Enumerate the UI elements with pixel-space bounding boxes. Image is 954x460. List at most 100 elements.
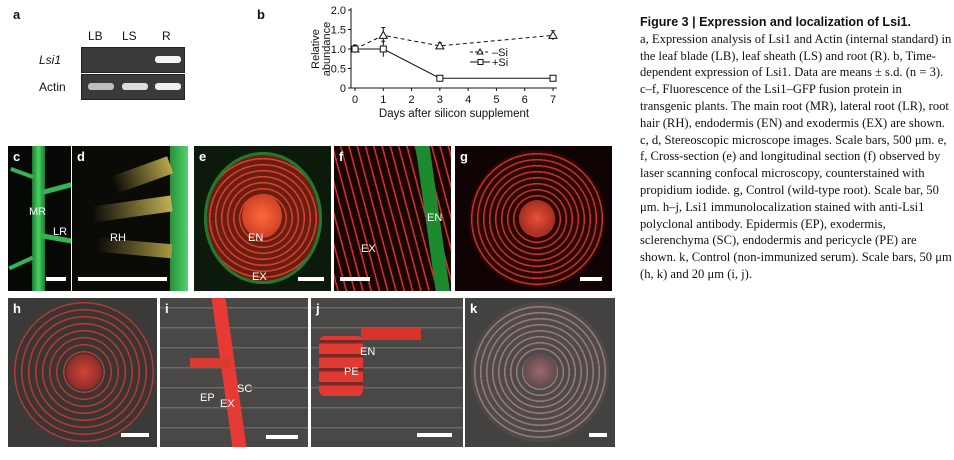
- gel-lane-lsi1: [81, 47, 185, 73]
- scale-bar-f: [340, 277, 370, 281]
- legend-label-minus-si: –Si: [492, 47, 508, 59]
- series-line-minus-si: [354, 34, 554, 50]
- root-hair-cluster-3: [96, 237, 173, 259]
- image-panel-k: k: [465, 298, 615, 447]
- gel-column-lb: LB: [88, 29, 103, 43]
- red-cells-j-2: [361, 328, 421, 340]
- scale-bar-e: [298, 277, 324, 281]
- stele-g: [519, 200, 555, 236]
- caption-body: a, Expression analysis of Lsi1 and Actin…: [640, 31, 952, 281]
- data-point-minus-si: [434, 40, 445, 50]
- root-hair-cluster-1: [110, 156, 174, 194]
- label-mr: MR: [29, 206, 47, 218]
- label-en-j: EN: [360, 346, 376, 358]
- x-tick-label: 3: [437, 94, 443, 106]
- caption-title: Figure 3 | Expression and localization o…: [640, 15, 911, 29]
- x-tick-label: 7: [550, 94, 556, 106]
- stele-e: [242, 194, 282, 238]
- label-sc: SC: [237, 383, 253, 395]
- x-axis-title: Days after silicon supplement: [379, 108, 530, 120]
- band-actin-lb: [88, 83, 114, 90]
- y-tick-label: 0: [340, 83, 346, 95]
- label-ep: EP: [200, 392, 215, 404]
- data-point-plus-si: [379, 45, 387, 53]
- y-tick-label: 2.0: [331, 5, 346, 17]
- x-tick-label: 2: [409, 94, 415, 106]
- main-root-stem: [32, 146, 45, 291]
- panel-a-label: a: [13, 7, 21, 22]
- x-tick-label: 0: [352, 94, 358, 106]
- panel-e-label: e: [199, 149, 207, 164]
- image-panel-d: d RH: [72, 146, 188, 291]
- y-tick-label: 0.5: [331, 64, 346, 76]
- gel-column-r: R: [162, 29, 171, 43]
- panel-c-label: c: [13, 149, 21, 164]
- scale-bar-h: [121, 433, 149, 437]
- x-tick-label: 5: [493, 94, 499, 106]
- lateral-root-4: [8, 255, 34, 271]
- scale-bar-g: [580, 277, 602, 281]
- scale-bar-i: [266, 435, 298, 439]
- x-tick-label: 4: [465, 94, 471, 106]
- scale-bar-c: [46, 277, 66, 281]
- data-point-plus-si: [351, 45, 359, 53]
- data-point-minus-si: [378, 30, 389, 39]
- root-stem-d: [170, 146, 188, 291]
- gel-row-actin: Actin: [39, 80, 66, 94]
- lateral-root-3: [10, 167, 34, 179]
- label-rh: RH: [110, 232, 126, 244]
- data-point-minus-si: [548, 30, 558, 39]
- label-en-f: EN: [427, 212, 443, 224]
- legend-marker-plus-si: [477, 59, 484, 65]
- x-tick-label: 6: [522, 94, 528, 106]
- label-ex-e: EX: [252, 271, 267, 283]
- image-panel-i: i EP EX SC: [160, 298, 308, 447]
- stele-k: [523, 354, 557, 388]
- image-panel-c: c MR LR: [8, 146, 71, 291]
- panel-i-label: i: [165, 301, 169, 316]
- data-point-plus-si: [549, 74, 557, 82]
- panel-f-label: f: [339, 149, 344, 164]
- y-tick-label: 1.5: [331, 25, 346, 37]
- panel-k-label: k: [470, 301, 478, 316]
- scale-bar-k: [589, 433, 607, 437]
- stele-h: [66, 354, 102, 390]
- scale-bar-d: [78, 277, 167, 281]
- gel-column-ls: LS: [122, 29, 137, 43]
- image-panel-f: f EN EX: [334, 146, 451, 291]
- gel-lane-actin: [81, 74, 185, 100]
- scale-bar-j: [417, 433, 452, 437]
- label-en-e: EN: [248, 232, 264, 244]
- panel-b-label: b: [257, 7, 265, 22]
- figure-caption: Figure 3 | Expression and localization o…: [640, 14, 952, 283]
- x-tick-label: 1: [380, 94, 386, 106]
- expression-time-chart: 0 0.5 1.0 1.5 2.0 0 1 2 3 4 5 6 7 Days after silicon …: [310, 5, 558, 120]
- y-axis-title-line1: Relative: [310, 29, 322, 69]
- gel-row-lsi1: Lsi1: [39, 53, 62, 67]
- image-panel-j: j EN PE: [311, 298, 463, 447]
- image-panel-g: g: [455, 146, 612, 291]
- panel-d-label: d: [77, 149, 85, 164]
- red-cell-wall-i-2: [190, 358, 230, 368]
- root-hair-cluster-2: [91, 195, 173, 223]
- band-actin-ls: [122, 83, 148, 90]
- label-lr: LR: [53, 226, 68, 238]
- legend-label-plus-si: +Si: [492, 57, 508, 69]
- y-axis-title-line2: abundance: [321, 22, 333, 76]
- panel-j-label: j: [316, 301, 320, 316]
- panel-h-label: h: [13, 301, 21, 316]
- data-point-plus-si: [436, 74, 444, 82]
- series-line-plus-si: [355, 48, 553, 79]
- y-tick-label: 1.0: [331, 44, 346, 56]
- panel-g-label: g: [460, 149, 468, 164]
- red-cells-j: [319, 336, 363, 396]
- label-ex-i: EX: [220, 398, 235, 410]
- image-panel-e: e EN EX: [194, 146, 331, 291]
- label-ex-f: EX: [361, 243, 376, 255]
- band-actin-r: [155, 83, 181, 90]
- band-lsi1-r: [155, 56, 181, 63]
- label-pe: PE: [344, 366, 359, 378]
- image-panel-h: h: [8, 298, 157, 447]
- legend-marker-minus-si: [476, 48, 484, 55]
- lateral-root-1: [41, 182, 71, 195]
